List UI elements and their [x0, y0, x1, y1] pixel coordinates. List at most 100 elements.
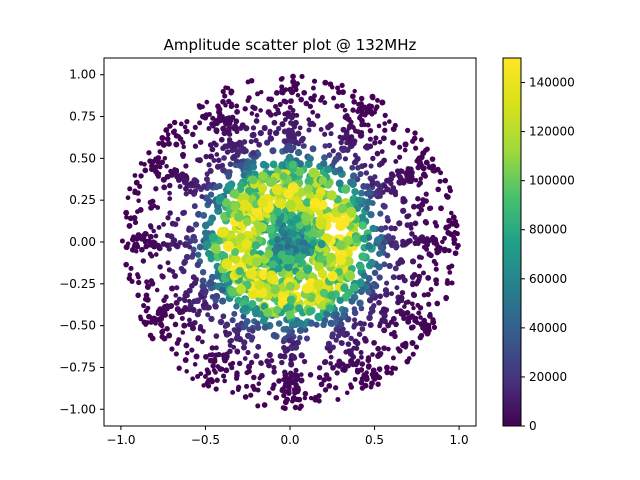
scatter-point — [244, 186, 254, 196]
scatter-point — [397, 348, 403, 354]
scatter-point — [165, 260, 171, 266]
scatter-point — [282, 111, 287, 117]
scatter-point — [190, 376, 196, 382]
scatter-point — [403, 344, 408, 350]
scatter-point — [368, 305, 376, 313]
scatter-point — [334, 103, 340, 110]
scatter-point — [199, 269, 207, 276]
scatter-point — [365, 198, 373, 206]
scatter-point — [151, 228, 156, 234]
scatter-point — [321, 377, 327, 383]
scatter-point — [216, 157, 222, 164]
scatter-point — [376, 162, 383, 168]
scatter-point — [128, 265, 134, 271]
scatter-point — [344, 390, 350, 396]
scatter-point — [214, 273, 221, 280]
scatter-point — [442, 235, 447, 241]
scatter-point — [295, 167, 305, 177]
scatter-point — [298, 352, 305, 359]
scatter-point — [206, 162, 212, 168]
scatter-point — [250, 131, 257, 139]
scatter-point — [352, 138, 358, 144]
scatter-point — [219, 297, 227, 305]
scatter-point — [295, 221, 304, 230]
colorbar-tick-label: 80000 — [529, 223, 567, 237]
scatter-point — [202, 235, 209, 242]
scatter-point — [165, 140, 172, 147]
scatter-point — [281, 377, 286, 382]
scatter-point — [400, 195, 407, 202]
scatter-point — [295, 130, 302, 137]
scatter-point — [241, 304, 249, 313]
scatter-point — [250, 104, 256, 110]
scatter-point — [319, 94, 325, 100]
scatter-point — [227, 117, 234, 124]
scatter-point — [367, 258, 376, 267]
scatter-point — [126, 275, 133, 282]
scatter-point — [197, 103, 204, 110]
scatter-point — [132, 173, 138, 178]
scatter-point — [234, 129, 240, 135]
scatter-point — [349, 283, 359, 293]
scatter-point — [138, 173, 144, 179]
scatter-point — [282, 347, 289, 354]
scatter-point — [211, 157, 217, 163]
scatter-point — [234, 103, 240, 109]
scatter-point — [430, 235, 436, 241]
y-tick-label: 0.00 — [69, 235, 96, 249]
scatter-point — [297, 406, 303, 411]
scatter-point — [259, 317, 268, 325]
scatter-point — [331, 95, 337, 101]
scatter-point — [149, 335, 156, 342]
scatter-point — [349, 172, 358, 180]
scatter-point — [421, 171, 427, 177]
scatter-point — [141, 302, 147, 309]
scatter-point — [368, 163, 374, 169]
scatter-point — [239, 122, 246, 129]
scatter-point — [307, 319, 315, 327]
scatter-point — [182, 357, 189, 363]
scatter-point — [316, 365, 323, 371]
scatter-point — [326, 252, 336, 263]
scatter-point — [244, 383, 250, 389]
scatter-point — [208, 315, 215, 323]
scatter-point — [397, 144, 403, 150]
scatter-point — [199, 194, 205, 200]
x-tick-label: 0.5 — [365, 433, 384, 447]
scatter-point — [205, 378, 212, 385]
scatter-point — [283, 87, 289, 93]
scatter-point — [163, 294, 169, 300]
scatter-point — [141, 232, 146, 238]
scatter-point — [196, 243, 204, 251]
scatter-point — [412, 130, 418, 136]
scatter-point — [283, 381, 289, 387]
y-axis: −1.00 −0.75 −0.50 −0.25 0.00 0.25 0.50 0.75 1.00 — [59, 68, 104, 416]
scatter-point — [255, 403, 261, 409]
scatter-point — [252, 310, 259, 318]
scatter-point — [308, 167, 319, 178]
colorbar-tick-label: 60000 — [529, 272, 567, 286]
scatter-point — [240, 344, 247, 351]
scatter-point — [231, 327, 237, 333]
scatter-point — [303, 184, 313, 194]
scatter-point — [265, 177, 276, 187]
scatter-point — [312, 93, 317, 99]
scatter-point — [198, 139, 204, 145]
scatter-point — [404, 222, 411, 228]
scatter-point — [359, 122, 364, 128]
scatter-point — [365, 355, 372, 361]
scatter-point — [418, 176, 424, 181]
scatter-point — [160, 176, 167, 183]
scatter-point — [234, 108, 240, 115]
scatter-point — [413, 145, 419, 151]
scatter-point — [161, 335, 168, 342]
scatter-point — [144, 296, 151, 303]
scatter-point — [303, 100, 310, 107]
scatter-point — [359, 354, 364, 360]
scatter-point — [428, 287, 434, 292]
scatter-point — [126, 222, 133, 229]
scatter-point — [415, 196, 421, 202]
scatter-point — [434, 300, 441, 307]
scatter-point — [137, 183, 143, 189]
scatter-point — [362, 112, 368, 118]
